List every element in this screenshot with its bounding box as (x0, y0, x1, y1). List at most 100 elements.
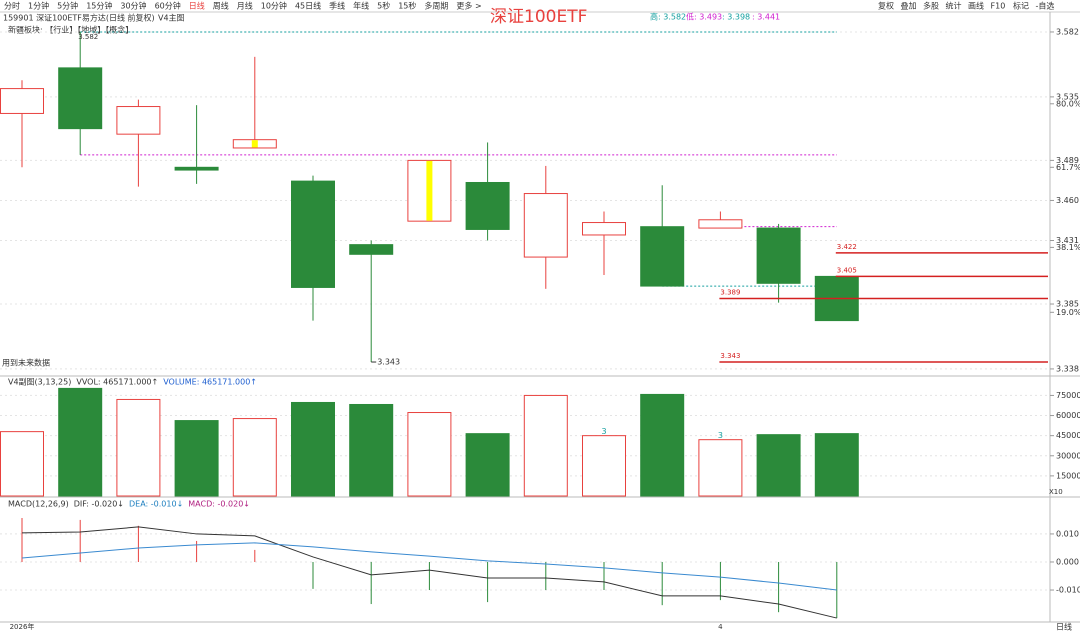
high-label: 3.582 (78, 33, 98, 41)
toolbar-item[interactable]: 60分钟 (155, 1, 181, 11)
candle-highlight (251, 140, 258, 148)
y-tick-label: 15000 (1056, 471, 1080, 480)
y-tick-label: 3.489 (1056, 156, 1079, 165)
y-tick-label: 45000 (1056, 431, 1080, 440)
stat-label: : 3.441 (752, 13, 780, 22)
volume-bar (814, 433, 859, 497)
candle-body (0, 88, 44, 114)
stat-label: : 3.398 (722, 13, 750, 22)
panel-header: VOLUME: 465171.000↑ (163, 378, 257, 387)
y-tick-label: 60000 (1056, 411, 1080, 420)
volume-bar (407, 412, 452, 497)
volume-bar (523, 394, 568, 497)
sector-line: 新疆板块: 【行业】【地域】【概念】 (8, 25, 133, 35)
toolbar-item[interactable]: 10分钟 (261, 1, 287, 11)
pct-tick-label: 61.7% (1056, 163, 1080, 172)
panel-header: V4副图(3,13,25) (8, 378, 71, 387)
level-label: 3.422 (837, 243, 857, 251)
volume-bar (465, 433, 510, 497)
annotation: 3 (601, 427, 606, 436)
volume-bar (756, 434, 801, 497)
candle-body (756, 227, 801, 284)
panel-header: DEA: -0.010↓ (129, 500, 183, 509)
toolbar-item[interactable]: 1分钟 (28, 1, 49, 11)
stat-label: 低: 3.493 (686, 12, 722, 22)
candle-body (58, 67, 103, 130)
toolbar-item[interactable]: 更多 > (456, 1, 481, 11)
candle-body (116, 106, 161, 135)
toolbar-item[interactable]: 5秒 (377, 1, 390, 11)
x-tick-label: 2026年 (10, 622, 35, 631)
x-tick-label: 4 (718, 623, 723, 631)
toolbar-item[interactable]: 15秒 (398, 1, 416, 11)
level-label: 3.343 (720, 352, 740, 360)
level-label: 3.389 (720, 288, 740, 296)
panel-header: MACD: -0.020↓ (188, 500, 250, 509)
y-tick-label: 3.535 (1056, 92, 1079, 101)
toolbar-item[interactable]: 年线 (353, 1, 369, 11)
candle-body (174, 166, 219, 171)
candle-body (523, 193, 568, 258)
toolbar-item[interactable]: 复权 (878, 1, 894, 11)
level-label: 3.405 (837, 266, 857, 274)
volume-bar (698, 439, 743, 497)
toolbar-item[interactable]: 15分钟 (86, 1, 112, 11)
annotation: 3 (718, 431, 723, 440)
overlay-title: 深证100ETF (490, 7, 587, 27)
future-note: 用到未来数据 (2, 358, 50, 368)
y-tick-label: 3.460 (1056, 196, 1079, 205)
candle-body (582, 222, 626, 236)
volume-bar (640, 393, 685, 497)
y-tick-label: 0.000 (1056, 557, 1079, 566)
pct-tick-label: 38.1% (1056, 243, 1080, 252)
toolbar-item[interactable]: 画线 (968, 1, 984, 11)
toolbar-item[interactable]: 统计 (946, 1, 962, 11)
period-label: 日线 (1056, 622, 1072, 631)
candle-body (698, 219, 743, 229)
macd-line (21, 542, 837, 591)
candle-body (291, 180, 335, 288)
panel-header: VVOL: 465171.000↑ (76, 378, 158, 387)
y-tick-label: 0.010 (1056, 529, 1079, 538)
toolbar-item[interactable]: 多周期 (424, 1, 448, 11)
toolbar-item[interactable]: 多股 (923, 1, 939, 11)
volume-bar (58, 387, 103, 497)
candle-body (465, 181, 510, 230)
y-tick-label: 75000 (1056, 391, 1080, 400)
volume-bar (116, 398, 161, 497)
macd-line (21, 526, 837, 619)
panel-header: MACD(12,26,9) (8, 500, 69, 509)
toolbar-item[interactable]: 周线 (213, 1, 229, 11)
toolbar-item[interactable]: 分时 (4, 1, 20, 11)
volume-bar (174, 420, 219, 497)
volume-bar (232, 418, 277, 497)
pct-tick-label: 80.0% (1056, 99, 1080, 108)
candle-body (349, 244, 394, 255)
y-tick-label: 3.338 (1056, 364, 1079, 373)
toolbar-item[interactable]: 叠加 (901, 1, 917, 11)
toolbar-item[interactable]: F10 (991, 2, 1006, 11)
toolbar-item[interactable]: 季线 (329, 1, 345, 11)
toolbar-item[interactable]: 5分钟 (57, 1, 78, 11)
y-tick-label: 30000 (1056, 451, 1080, 460)
y-tick-label: 3.431 (1056, 236, 1079, 245)
indicator-name: V4主图 (158, 13, 185, 23)
toolbar-item[interactable]: 月线 (237, 1, 253, 11)
toolbar-item[interactable]: 标记 (1013, 1, 1029, 11)
toolbar-item[interactable]: 日线 (189, 1, 205, 11)
toolbar-item[interactable]: 45日线 (295, 1, 321, 11)
unit-label: X10 (1049, 488, 1063, 496)
code-line: 159901 深证100ETF易方达(日线 前复权) (3, 13, 155, 23)
y-tick-label: 3.385 (1056, 300, 1079, 309)
volume-bar (349, 403, 394, 497)
volume-bar (291, 401, 335, 497)
panel-header: DIF: -0.020↓ (74, 500, 124, 509)
candle-body (640, 226, 685, 287)
stat-label: 高: 3.582 (650, 12, 686, 22)
toolbar-item[interactable]: -自选 (1036, 1, 1055, 11)
toolbar-item[interactable]: 30分钟 (120, 1, 146, 11)
pct-tick-label: 19.0% (1056, 308, 1080, 317)
y-tick-label: 3.582 (1056, 27, 1079, 36)
volume-bar (582, 435, 626, 497)
